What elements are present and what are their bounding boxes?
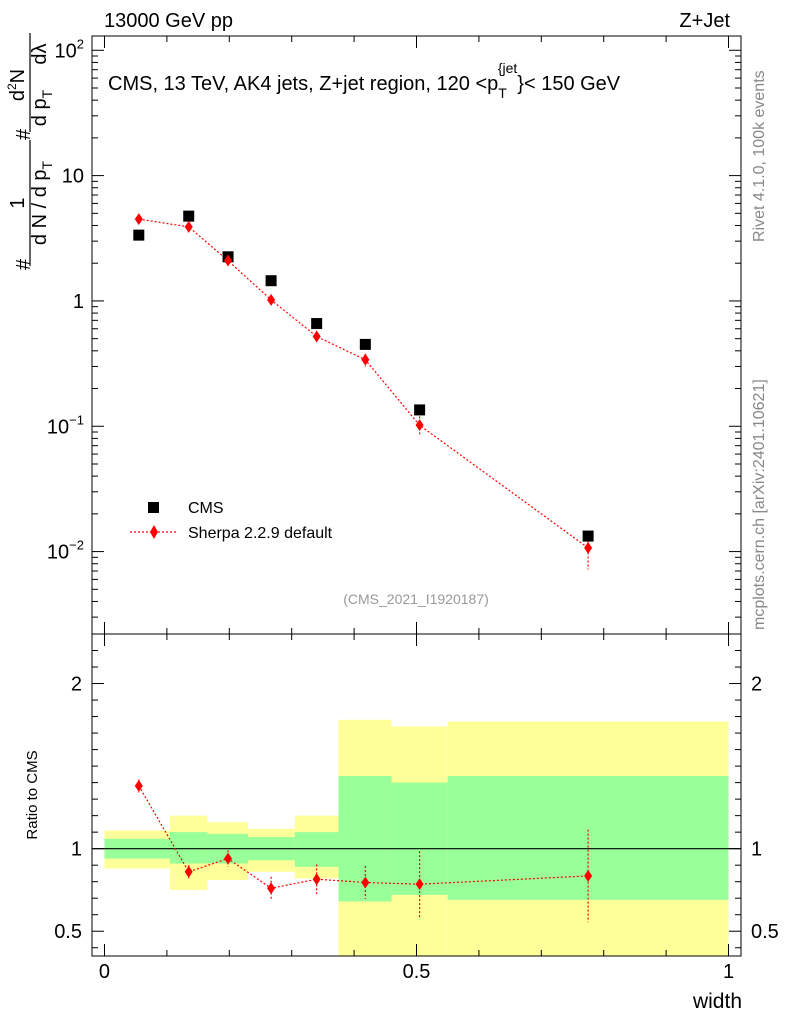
ratio-mc-point — [584, 869, 593, 882]
ratio-x-axis-label: width — [692, 990, 742, 1013]
ylabel-frac-top: 1 — [7, 197, 29, 208]
ylabel-dlambda-lambda: λ — [29, 43, 51, 53]
ratio-y-tick-label-left: 1 — [71, 839, 82, 861]
ylabel-d2n-n: N — [7, 69, 29, 83]
ylabel-frac-bottom: d N / d pT — [29, 160, 55, 245]
cms-data-point — [311, 318, 323, 330]
ylabel-dpt-main: d p — [29, 98, 51, 126]
ylabel-dpt: d pT — [29, 89, 55, 126]
ylabel-frac-bottom-sub: T — [39, 160, 55, 169]
main-y-tick-label-exp: −2 — [69, 538, 84, 553]
cms-data-point — [582, 530, 594, 542]
ratio-mc-point — [224, 852, 233, 865]
ylabel-hash-right: # — [13, 128, 35, 140]
main-y-tick-label: 102 — [55, 36, 84, 62]
ratio-mc-point — [184, 865, 193, 878]
plot-title-superscript: {jet — [498, 60, 518, 76]
ratio-band-inner — [170, 832, 208, 864]
main-y-tick-label: 10−2 — [47, 538, 84, 564]
mc-data-point — [415, 419, 424, 432]
ylabel-d2n: d2N — [5, 69, 29, 101]
mc-data-point — [267, 293, 276, 306]
header-energy-label: 13000 GeV pp — [104, 10, 233, 32]
ratio-x-tick-label: 0.5 — [403, 961, 431, 983]
ratio-y-tick-label-right: 2 — [751, 674, 762, 696]
main-y-tick-label-base: 10 — [55, 40, 77, 62]
rivet-version-label: Rivet 4.1.0, 100k events — [751, 70, 768, 242]
ratio-axis-ticks: 0.5 0.5 1 1 2 2 0 0.5 1 — [54, 634, 779, 983]
main-y-tick-label: 1 — [73, 291, 84, 313]
legend-cms-label: CMS — [188, 500, 224, 517]
mc-data-point — [361, 353, 370, 366]
mc-data-point — [584, 541, 593, 554]
main-y-tick-label: 10 — [62, 166, 84, 188]
main-y-tick-label-base: 10 — [62, 166, 84, 188]
plot-title-tail: }< 150 GeV — [517, 73, 621, 95]
main-plot-marks — [133, 210, 594, 570]
ratio-y-axis-label: Ratio to CMS — [24, 750, 41, 839]
ylabel-dlambda: dλ — [29, 43, 51, 64]
main-y-tick-label: 10−1 — [47, 412, 84, 438]
ratio-y-tick-label-right: 1 — [751, 839, 762, 861]
main-y-tick-label-exp: −1 — [69, 412, 84, 427]
main-y-tick-label-base: 10 — [47, 542, 69, 564]
cms-data-point — [265, 275, 277, 287]
mcplots-label: mcplots.cern.ch [arXiv:2401.10621] — [751, 379, 768, 630]
plot-title-main: CMS, 13 TeV, AK4 jets, Z+jet region, 120… — [108, 73, 498, 95]
ratio-band-inner — [294, 832, 339, 867]
ratio-x-tick-label: 1 — [723, 961, 734, 983]
mc-line — [138, 218, 589, 549]
ratio-plot-marks — [92, 719, 741, 956]
mc-data-point — [312, 330, 321, 343]
ylabel-dpt-sub: T — [39, 89, 55, 98]
main-panel-frame — [91, 35, 742, 635]
main-y-tick-label-exp: 2 — [77, 36, 84, 51]
cms-data-point — [133, 229, 145, 241]
ratio-panel: 0.5 0.5 1 1 2 2 0 0.5 1 Ratio to CMS width — [24, 633, 779, 1013]
ratio-mc-point — [361, 876, 370, 889]
header-process-label: Z+Jet — [679, 10, 730, 32]
main-y-tick-label-base: 10 — [47, 416, 69, 438]
mc-data-point — [134, 213, 143, 226]
cms-data-point — [183, 210, 195, 222]
ratio-y-tick-label-left: 2 — [71, 674, 82, 696]
ratio-mc-line — [138, 785, 589, 889]
ratio-mc-point — [415, 878, 424, 891]
ratio-mc-point — [312, 873, 321, 886]
ratio-x-tick-label: 0 — [99, 961, 110, 983]
ylabel-d2n-sup: 2 — [5, 83, 19, 90]
legend-cms-marker — [148, 502, 159, 513]
ylabel-hash-left: # — [13, 258, 35, 270]
ylabel-dlambda-d: d — [29, 53, 51, 64]
ratio-y-tick-label-left: 0.5 — [54, 921, 82, 943]
ratio-band-inner — [391, 782, 448, 895]
ratio-mc-point — [134, 779, 143, 792]
mc-data-point — [184, 220, 193, 233]
legend-sherpa-marker — [150, 525, 158, 539]
analysis-watermark: (CMS_2021_I1920187) — [343, 591, 489, 607]
legend-sherpa-label: Sherpa 2.2.9 default — [188, 525, 333, 542]
ylabel-frac-bottom-main: d N / d p — [29, 169, 51, 245]
plot-title-subscript: T — [498, 85, 507, 101]
ratio-y-tick-label-right: 0.5 — [751, 921, 779, 943]
cms-data-point — [414, 404, 426, 416]
cms-data-point — [359, 338, 371, 350]
mc-data-point — [224, 254, 233, 267]
main-y-axis-label: # 1 d N / d pT # d2N d pT dλ — [5, 33, 55, 270]
ylabel-d2n-d: d — [7, 90, 29, 101]
legend: CMS Sherpa 2.2.9 default — [130, 500, 333, 542]
ratio-mc-point — [267, 882, 276, 895]
plot-title: CMS, 13 TeV, AK4 jets, Z+jet region, 120… — [108, 60, 621, 101]
main-y-tick-label-base: 1 — [73, 291, 84, 313]
